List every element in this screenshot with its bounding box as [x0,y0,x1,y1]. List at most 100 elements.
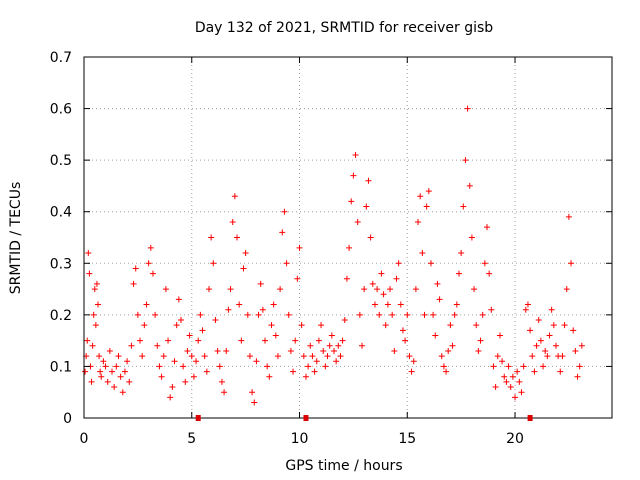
data-point [352,151,359,158]
data-point [468,234,475,241]
data-point [568,260,575,267]
data-point [475,347,482,354]
data-point [473,322,480,329]
data-point [462,157,469,164]
data-point [542,347,549,354]
data-point [92,322,99,329]
y-tick-label: 0.7 [50,50,72,66]
data-point [236,301,243,308]
data-point [387,286,394,293]
data-point [516,378,523,385]
data-point [277,286,284,293]
data-point [350,172,357,179]
data-point [369,280,376,287]
data-point [471,286,478,293]
data-point [173,322,180,329]
data-point [141,322,148,329]
data-point [259,306,266,313]
data-point [102,363,109,370]
axis-ticks: 0 0.1 0.2 0.3 0.4 0.5 0.6 0.7 0 5 10 15 20 [50,50,612,447]
data-point [322,363,329,370]
data-point [578,342,585,349]
x-tick-label: 20 [506,431,524,447]
data-point [302,373,309,380]
data-point [82,368,89,375]
data-point [88,378,95,385]
x-tick-label: 10 [291,431,309,447]
data-point [313,358,320,365]
data-point [90,311,97,318]
data-point [201,353,208,360]
data-point [171,358,178,365]
data-point [537,337,544,344]
data-point [330,347,337,354]
data-point [197,311,204,318]
data-point [466,182,473,189]
data-point [557,368,564,375]
data-point [177,317,184,324]
data-point [221,389,228,396]
data-point [109,368,116,375]
data-point [520,363,527,370]
data-point [89,342,96,349]
data-point [307,342,314,349]
data-point [93,280,100,287]
data-point [97,368,104,375]
axis-marker [303,415,309,421]
data-point [572,347,579,354]
data-point [499,358,506,365]
data-point [404,311,411,318]
data-point [225,306,232,313]
data-point [231,193,238,200]
data-point [154,342,161,349]
data-point [292,337,299,344]
data-point [311,368,318,375]
data-point [335,342,342,349]
data-point [223,347,230,354]
y-tick-label: 0.4 [50,205,72,221]
data-point [182,378,189,385]
data-point [434,280,441,287]
y-tick-label: 0.6 [50,102,72,118]
data-point [238,337,245,344]
data-point [162,286,169,293]
data-point [290,368,297,375]
data-point [391,347,398,354]
data-point [455,270,462,277]
data-point [208,234,215,241]
data-point [565,213,572,220]
data-point [451,311,458,318]
data-point [412,286,419,293]
data-point [458,249,465,256]
data-point [460,203,467,210]
data-point [531,368,538,375]
data-point [227,286,234,293]
data-point [113,363,120,370]
data-point [165,337,172,344]
data-point [234,234,241,241]
data-point [477,337,484,344]
data-point [257,280,264,287]
data-point [339,337,346,344]
axis-marker [527,415,533,421]
data-point [210,260,217,267]
data-point [440,363,447,370]
data-point [111,384,118,391]
data-point [242,249,249,256]
data-point [145,260,152,267]
data-point [190,373,197,380]
data-point [117,373,124,380]
data-point [367,234,374,241]
data-point [361,286,368,293]
data-point [548,306,555,313]
data-point [546,332,553,339]
data-point [559,353,566,360]
data-point [156,363,163,370]
data-point [268,322,275,329]
grid [84,57,612,418]
data-point [193,358,200,365]
data-point [84,337,91,344]
data-point [393,275,400,282]
data-point [205,286,212,293]
